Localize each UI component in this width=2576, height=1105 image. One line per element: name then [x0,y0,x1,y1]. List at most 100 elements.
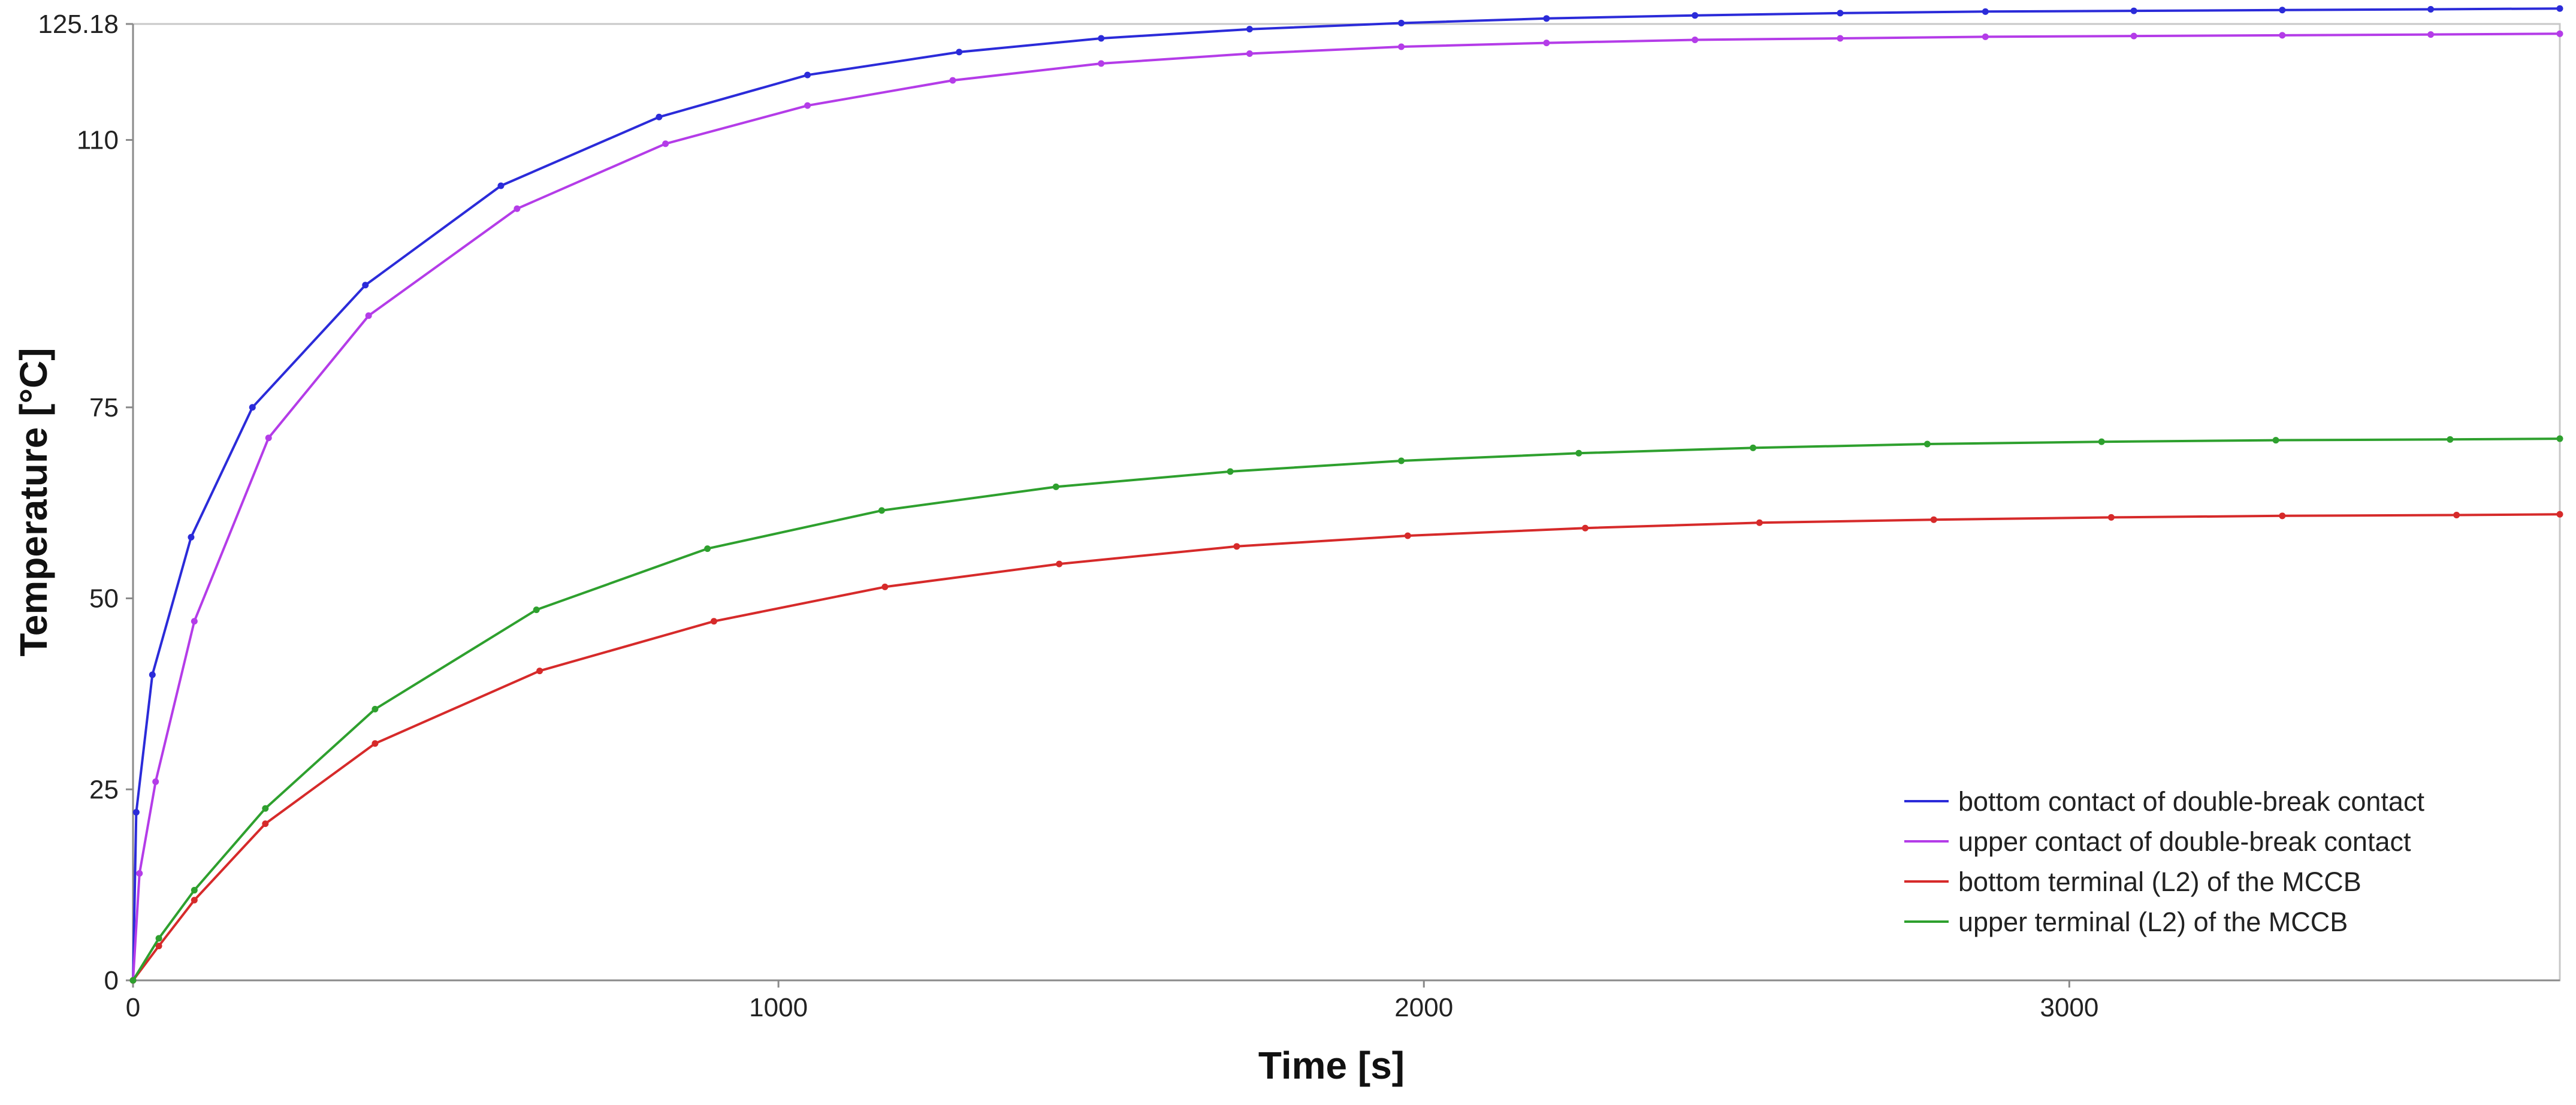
data-point [1227,468,1234,475]
legend-label: upper terminal (L2) of the MCCB [1958,907,2348,937]
data-point [1982,33,1989,40]
data-point [1398,457,1405,464]
data-point [372,705,379,712]
data-point [191,618,198,625]
data-point [1837,35,1844,42]
data-point [2272,437,2279,444]
data-point [536,668,543,675]
series-layer [129,5,2563,984]
data-point [1923,440,1931,448]
data-point [362,282,369,289]
data-point [188,534,195,541]
data-point [2279,32,2286,39]
data-point [2556,511,2563,518]
data-point [1575,449,1583,457]
data-point [2556,30,2563,37]
data-point [1056,560,1063,567]
data-point [2447,436,2454,443]
data-point [132,809,140,816]
legend-label: bottom contact of double-break contact [1958,786,2424,817]
x-tick-label: 3000 [2040,993,2098,1022]
data-point [365,312,372,319]
x-tick-label: 2000 [1394,993,1453,1022]
data-point [710,618,717,625]
data-point [656,113,663,120]
data-point [136,870,143,877]
data-point [533,606,540,614]
series-2 [129,30,2563,984]
data-point [2279,512,2286,520]
data-point [1692,12,1699,19]
data-point [1233,543,1240,550]
data-point [372,740,379,747]
data-point [1398,43,1405,50]
data-point [1543,15,1550,22]
legend-label: bottom terminal (L2) of the MCCB [1958,867,2361,897]
data-point [662,140,669,147]
data-point [881,583,889,590]
x-tick-label: 0 [126,993,140,1022]
x-axis-title: Time [s] [1258,1044,1405,1087]
data-point [262,820,269,828]
series-line [132,437,2560,982]
data-point [1398,19,1405,26]
y-tick-label: 75 [89,393,119,422]
data-point [1543,40,1550,47]
data-point [2130,7,2137,14]
data-point [949,77,956,84]
data-point [1837,10,1844,17]
y-tick-label: 110 [77,126,119,155]
data-point [2453,512,2460,519]
data-point [265,434,272,442]
data-point [1582,524,1589,532]
data-point [1052,483,1059,490]
data-point [262,805,269,812]
data-point [2427,6,2435,13]
data-point [249,404,256,411]
series-4 [129,435,2563,984]
legend-label: upper contact of double-break contact [1958,826,2411,857]
y-tick-label: 50 [89,584,119,614]
axes-layer: 0 25 50 75 110 125.18 0 1000 2000 3000 [38,10,2560,1022]
data-point [2556,5,2563,12]
data-point [1692,37,1699,44]
y-axis-title: Temperature [°C] [12,348,55,656]
data-point [149,671,156,678]
data-point [956,49,963,56]
data-point [2427,31,2435,38]
data-point [1098,35,1105,42]
data-point [1098,60,1105,67]
data-point [704,545,711,552]
data-point [1930,516,1937,523]
data-point [191,896,198,904]
data-point [1750,444,1757,451]
data-point [2107,514,2115,521]
data-point [2279,7,2286,14]
data-point [1246,50,1253,57]
y-tick-label: 125.18 [38,10,119,39]
data-point [1246,26,1253,33]
data-point [191,887,198,894]
data-point [1982,8,1989,15]
data-point [497,182,505,189]
y-tick-label: 0 [104,966,119,995]
data-point [804,102,811,109]
data-point [1756,519,1763,526]
data-point [1404,532,1411,539]
data-point [804,71,811,79]
series-line [132,513,2560,982]
data-point [2556,435,2563,442]
data-point [152,778,159,786]
x-tick-label: 1000 [749,993,808,1022]
legend: bottom contact of double-break contact up… [1904,786,2424,937]
data-point [514,205,521,212]
y-tick-label: 25 [89,775,119,804]
data-point [129,977,137,984]
data-point [155,935,162,942]
series-3 [129,511,2563,984]
data-point [2098,438,2105,445]
data-point [2130,32,2137,40]
data-point [878,507,885,514]
